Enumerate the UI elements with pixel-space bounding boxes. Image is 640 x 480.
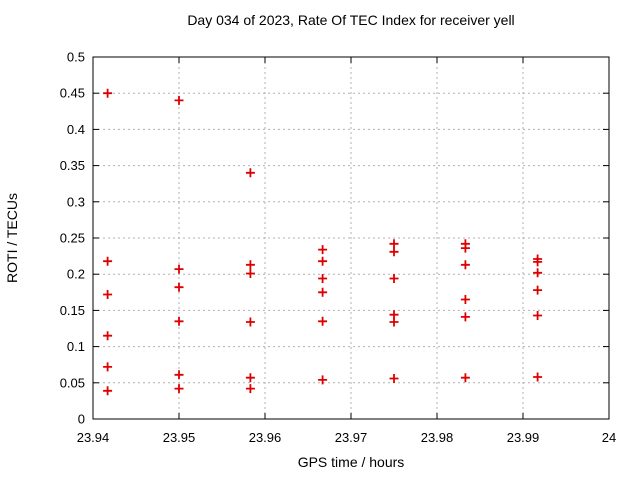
y-tick-label: 0 (78, 412, 85, 427)
data-point (174, 282, 184, 292)
data-point (245, 269, 255, 278)
data-point (318, 245, 328, 255)
data-point (174, 370, 184, 380)
data-point (103, 331, 113, 341)
y-tick-label: 0.3 (67, 194, 85, 209)
data-point (533, 268, 543, 278)
x-tick-label: 23.94 (77, 430, 110, 445)
y-tick-label: 0.45 (60, 86, 85, 101)
data-point (318, 256, 328, 266)
data-point (533, 372, 543, 382)
y-tick-label: 0.1 (67, 339, 85, 354)
data-point (103, 386, 113, 396)
x-tick-label: 24 (602, 430, 616, 445)
plot-border (92, 56, 610, 420)
data-point (245, 384, 255, 394)
data-point (460, 260, 470, 270)
data-point (103, 88, 113, 98)
data-point (533, 311, 543, 320)
data-point (103, 256, 113, 266)
data-point (460, 243, 470, 253)
chart-title: Day 034 of 2023, Rate Of TEC Index for r… (187, 12, 515, 28)
data-point (318, 316, 328, 326)
x-tick-label: 23.96 (249, 430, 282, 445)
data-point (389, 274, 399, 283)
data-point (174, 264, 184, 274)
y-axis-label: ROTI / TECUs (4, 193, 20, 283)
x-axis-label: GPS time / hours (297, 454, 405, 470)
data-point (245, 373, 255, 383)
x-tick-label: 23.95 (163, 430, 196, 445)
x-tick-label: 23.99 (507, 430, 540, 445)
y-tick-label: 0.05 (60, 375, 85, 390)
y-tick-label: 0.15 (60, 303, 85, 318)
data-point (245, 168, 255, 178)
data-point (389, 317, 399, 327)
data-point (460, 295, 470, 304)
data-point (245, 317, 255, 327)
data-point (389, 374, 399, 383)
data-point (460, 373, 470, 383)
data-point (103, 290, 113, 299)
data-point (174, 384, 184, 394)
y-tick-label: 0.35 (60, 158, 85, 173)
x-tick-label: 23.97 (335, 430, 368, 445)
data-point (533, 285, 543, 295)
data-point (318, 375, 328, 385)
data-point (174, 316, 184, 326)
y-tick-label: 0.2 (67, 267, 85, 282)
data-point (533, 257, 543, 267)
y-tick-label: 0.25 (60, 231, 85, 246)
x-tick-label: 23.98 (421, 430, 454, 445)
data-point (389, 239, 399, 249)
data-point (318, 274, 328, 283)
data-point (245, 260, 255, 270)
y-tick-label: 0.5 (67, 50, 85, 65)
data-point (174, 95, 184, 105)
data-point (460, 312, 470, 322)
data-point (103, 362, 113, 372)
y-tick-label: 0.4 (67, 122, 85, 137)
data-point (318, 287, 328, 297)
data-point (389, 247, 399, 257)
